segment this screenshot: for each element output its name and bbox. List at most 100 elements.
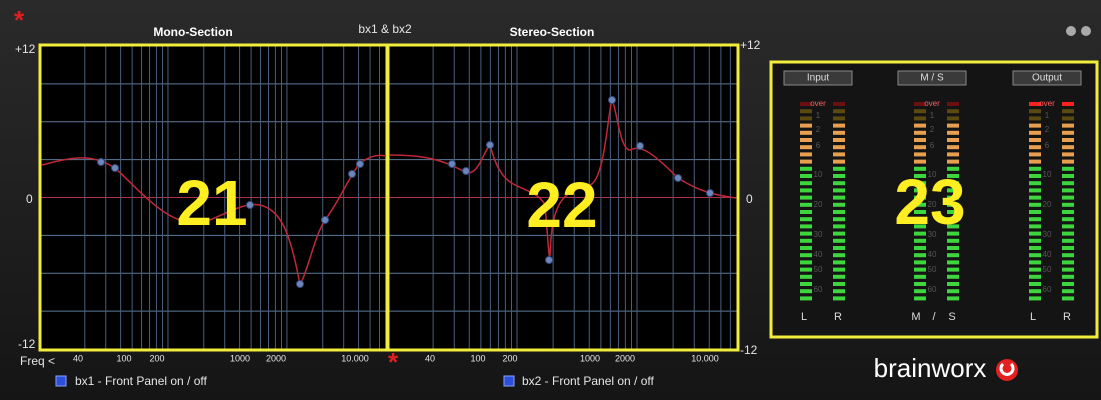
meter-segment [833, 246, 845, 250]
meter-segment [1029, 166, 1041, 171]
brand-logo-mark [999, 362, 1015, 376]
meter-segment [833, 166, 845, 171]
meter-segment [1029, 210, 1041, 214]
meter-segment [914, 166, 926, 171]
channel-label: R [1063, 311, 1071, 323]
meter-segment [1029, 282, 1041, 286]
meter-segment [800, 116, 812, 121]
meter-title: Input [807, 73, 829, 84]
meter-segment [1029, 102, 1041, 106]
meter-segment [1029, 138, 1041, 142]
meter-segment [947, 217, 959, 222]
meter-segment [1062, 253, 1074, 258]
meter-segment [800, 188, 812, 193]
brand: brainworx [874, 353, 987, 383]
meter-segment [947, 202, 959, 207]
meter-scale: 40 [814, 250, 823, 259]
meter-segment [947, 102, 959, 106]
meter-scale: 30 [814, 230, 823, 239]
meter-scale: 6 [816, 141, 821, 150]
meter-segment [914, 282, 926, 286]
meter-segment [947, 166, 959, 171]
meter-scale: 60 [1043, 285, 1052, 294]
eq-node [636, 142, 644, 150]
meter-scale: 30 [1043, 230, 1052, 239]
meter-segment [800, 296, 812, 301]
meter-button[interactable] [897, 70, 967, 86]
meter-scale: 1 [930, 111, 935, 120]
meter-segment [800, 224, 812, 229]
meter-segment [1062, 282, 1074, 286]
meter-segment [833, 289, 845, 294]
bx1-checkbox[interactable] [55, 375, 67, 387]
bx1-toggle[interactable]: bx1 - Front Panel on / off [75, 374, 208, 388]
meter-segment [833, 188, 845, 193]
meter-button[interactable] [783, 70, 853, 86]
meter-segment [1029, 181, 1041, 186]
eq-node [674, 174, 682, 182]
meter-scale: over [1039, 99, 1055, 108]
meter-scale: 2 [930, 125, 935, 134]
freq-label: 40 [425, 353, 435, 363]
meter-segment [1062, 123, 1074, 128]
meter-segment [833, 217, 845, 222]
meter-segment [800, 217, 812, 222]
meter-segment [833, 181, 845, 186]
meter-segment [914, 116, 926, 121]
meter-segment [800, 202, 812, 207]
freq-label: 10.000 [691, 353, 719, 363]
meter-segment [914, 246, 926, 250]
channel-label: S [948, 311, 955, 323]
meter-segment [1029, 109, 1041, 114]
eq-node [706, 189, 714, 197]
meter-segment [1062, 296, 1074, 301]
meter-segment [833, 210, 845, 214]
meter-segment [1062, 166, 1074, 171]
eq-node [608, 96, 616, 104]
meter-frame [769, 60, 1099, 339]
minimize-button[interactable] [1066, 26, 1076, 36]
meter-segment [1029, 231, 1041, 236]
eq-node [97, 158, 105, 166]
meter-segment [1029, 152, 1041, 157]
meter-scale: 20 [814, 200, 823, 209]
meter-segment [833, 267, 845, 272]
meter-segment [1062, 102, 1074, 106]
meter-segment [1062, 138, 1074, 142]
meter-segment [914, 289, 926, 294]
bx2-toggle[interactable]: bx2 - Front Panel on / off [522, 374, 655, 388]
meter-segment [1029, 123, 1041, 128]
meter-segment [833, 138, 845, 142]
meter-segment [914, 267, 926, 272]
meter-segment [914, 159, 926, 164]
meter-segment [800, 253, 812, 258]
meter-segment [1029, 267, 1041, 272]
stereo-frame [386, 43, 740, 352]
freq-label: 100 [470, 353, 485, 363]
meter-button[interactable] [1012, 70, 1082, 86]
meter-segment [1029, 274, 1041, 279]
meter-segment [914, 224, 926, 229]
close-button[interactable] [1081, 26, 1091, 36]
meter-segment [947, 116, 959, 121]
meter-title: Output [1032, 73, 1062, 84]
marker: * [14, 5, 25, 35]
eq-node [348, 170, 356, 178]
freq-label: 2000 [266, 353, 286, 363]
meter-segment [800, 123, 812, 128]
callout: 22 [526, 169, 597, 241]
meter-segment [914, 145, 926, 150]
marker: * [388, 347, 399, 377]
meter-segment [800, 246, 812, 250]
meter-segment [947, 188, 959, 193]
meter-segment [947, 296, 959, 301]
meter-segment [1062, 188, 1074, 193]
bx2-checkbox[interactable] [503, 375, 515, 387]
meter-segment [800, 102, 812, 106]
eq-node [111, 164, 119, 172]
meter-title: M / S [920, 73, 944, 84]
title: bx1 & bx2 [358, 22, 412, 36]
meter-segment [1062, 289, 1074, 294]
meter-segment [1029, 253, 1041, 258]
